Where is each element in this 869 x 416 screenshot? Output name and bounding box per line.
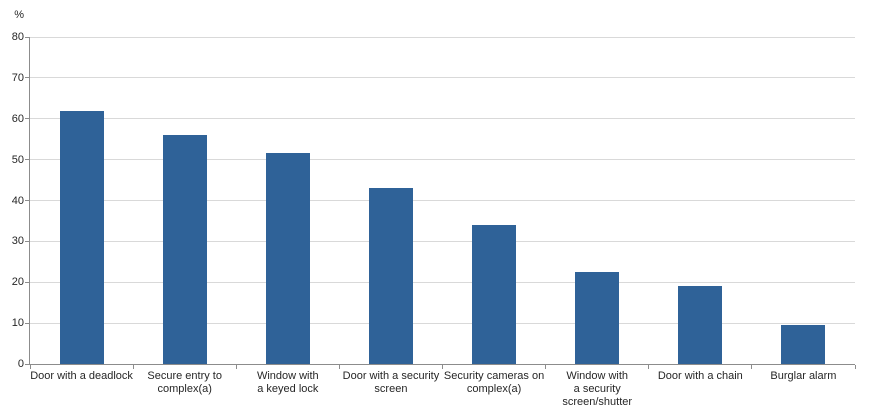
y-axis-tick-mark [25, 118, 29, 120]
y-axis-unit-label: % [14, 9, 24, 21]
gridline [30, 322, 855, 324]
y-axis-tick-mark [25, 281, 29, 283]
bar [575, 272, 620, 364]
x-axis-tick-mark [29, 365, 31, 369]
gridline [30, 36, 855, 38]
y-axis-tick-label: 30 [11, 235, 24, 248]
bar [472, 225, 517, 364]
bar [678, 286, 723, 364]
y-axis-tick-mark [25, 36, 29, 38]
bar [265, 153, 310, 364]
y-axis-tick-mark [25, 77, 29, 79]
bar [368, 188, 413, 364]
bar [59, 110, 104, 364]
y-axis-tick-label: 60 [11, 112, 24, 125]
bar [781, 325, 826, 364]
x-axis-tick-mark [854, 365, 856, 369]
y-axis-tick-mark [25, 363, 29, 365]
y-axis-tick-mark [25, 159, 29, 161]
y-axis-tick-mark [25, 240, 29, 242]
x-axis-category-label: Burglar alarm [770, 370, 837, 382]
x-axis-category-label: Window with a security screen/shutter [562, 370, 633, 408]
y-axis-tick-label: 50 [11, 153, 24, 166]
gridline [30, 281, 855, 283]
x-axis-tick-mark [545, 365, 547, 369]
gridline [30, 77, 855, 79]
x-axis-category-label: Window with a keyed lock [256, 370, 319, 395]
gridline [30, 240, 855, 242]
bar [162, 135, 207, 364]
y-axis-tick-label: 10 [11, 317, 24, 330]
x-axis-category-label: Door with a deadlock [30, 370, 133, 382]
x-axis-line [29, 364, 855, 365]
x-axis-category-label: Door with a security screen [342, 370, 440, 395]
y-axis-tick-label: 20 [11, 276, 24, 289]
x-axis-category-label: Secure entry to complex(a) [147, 370, 222, 395]
gridline [30, 118, 855, 120]
y-axis-tick-label: 40 [11, 194, 24, 207]
x-axis-tick-mark [648, 365, 650, 369]
x-axis-tick-mark [235, 365, 237, 369]
y-axis-tick-mark [25, 322, 29, 324]
y-axis-tick-mark [25, 200, 29, 201]
x-axis-tick-mark [338, 365, 340, 369]
y-axis-line [29, 37, 30, 364]
x-axis-category-label: Door with a chain [657, 370, 743, 382]
x-axis-tick-mark [442, 365, 443, 369]
y-axis-tick-label: 0 [17, 358, 24, 370]
x-axis-tick-mark [751, 365, 753, 369]
x-axis-tick-mark [132, 365, 134, 369]
x-axis-category-label: Security cameras on complex(a) [443, 370, 545, 395]
y-axis-tick-label: 70 [11, 71, 24, 84]
gridline [30, 200, 855, 201]
y-axis-tick-label: 80 [11, 31, 24, 43]
gridline [30, 159, 855, 161]
